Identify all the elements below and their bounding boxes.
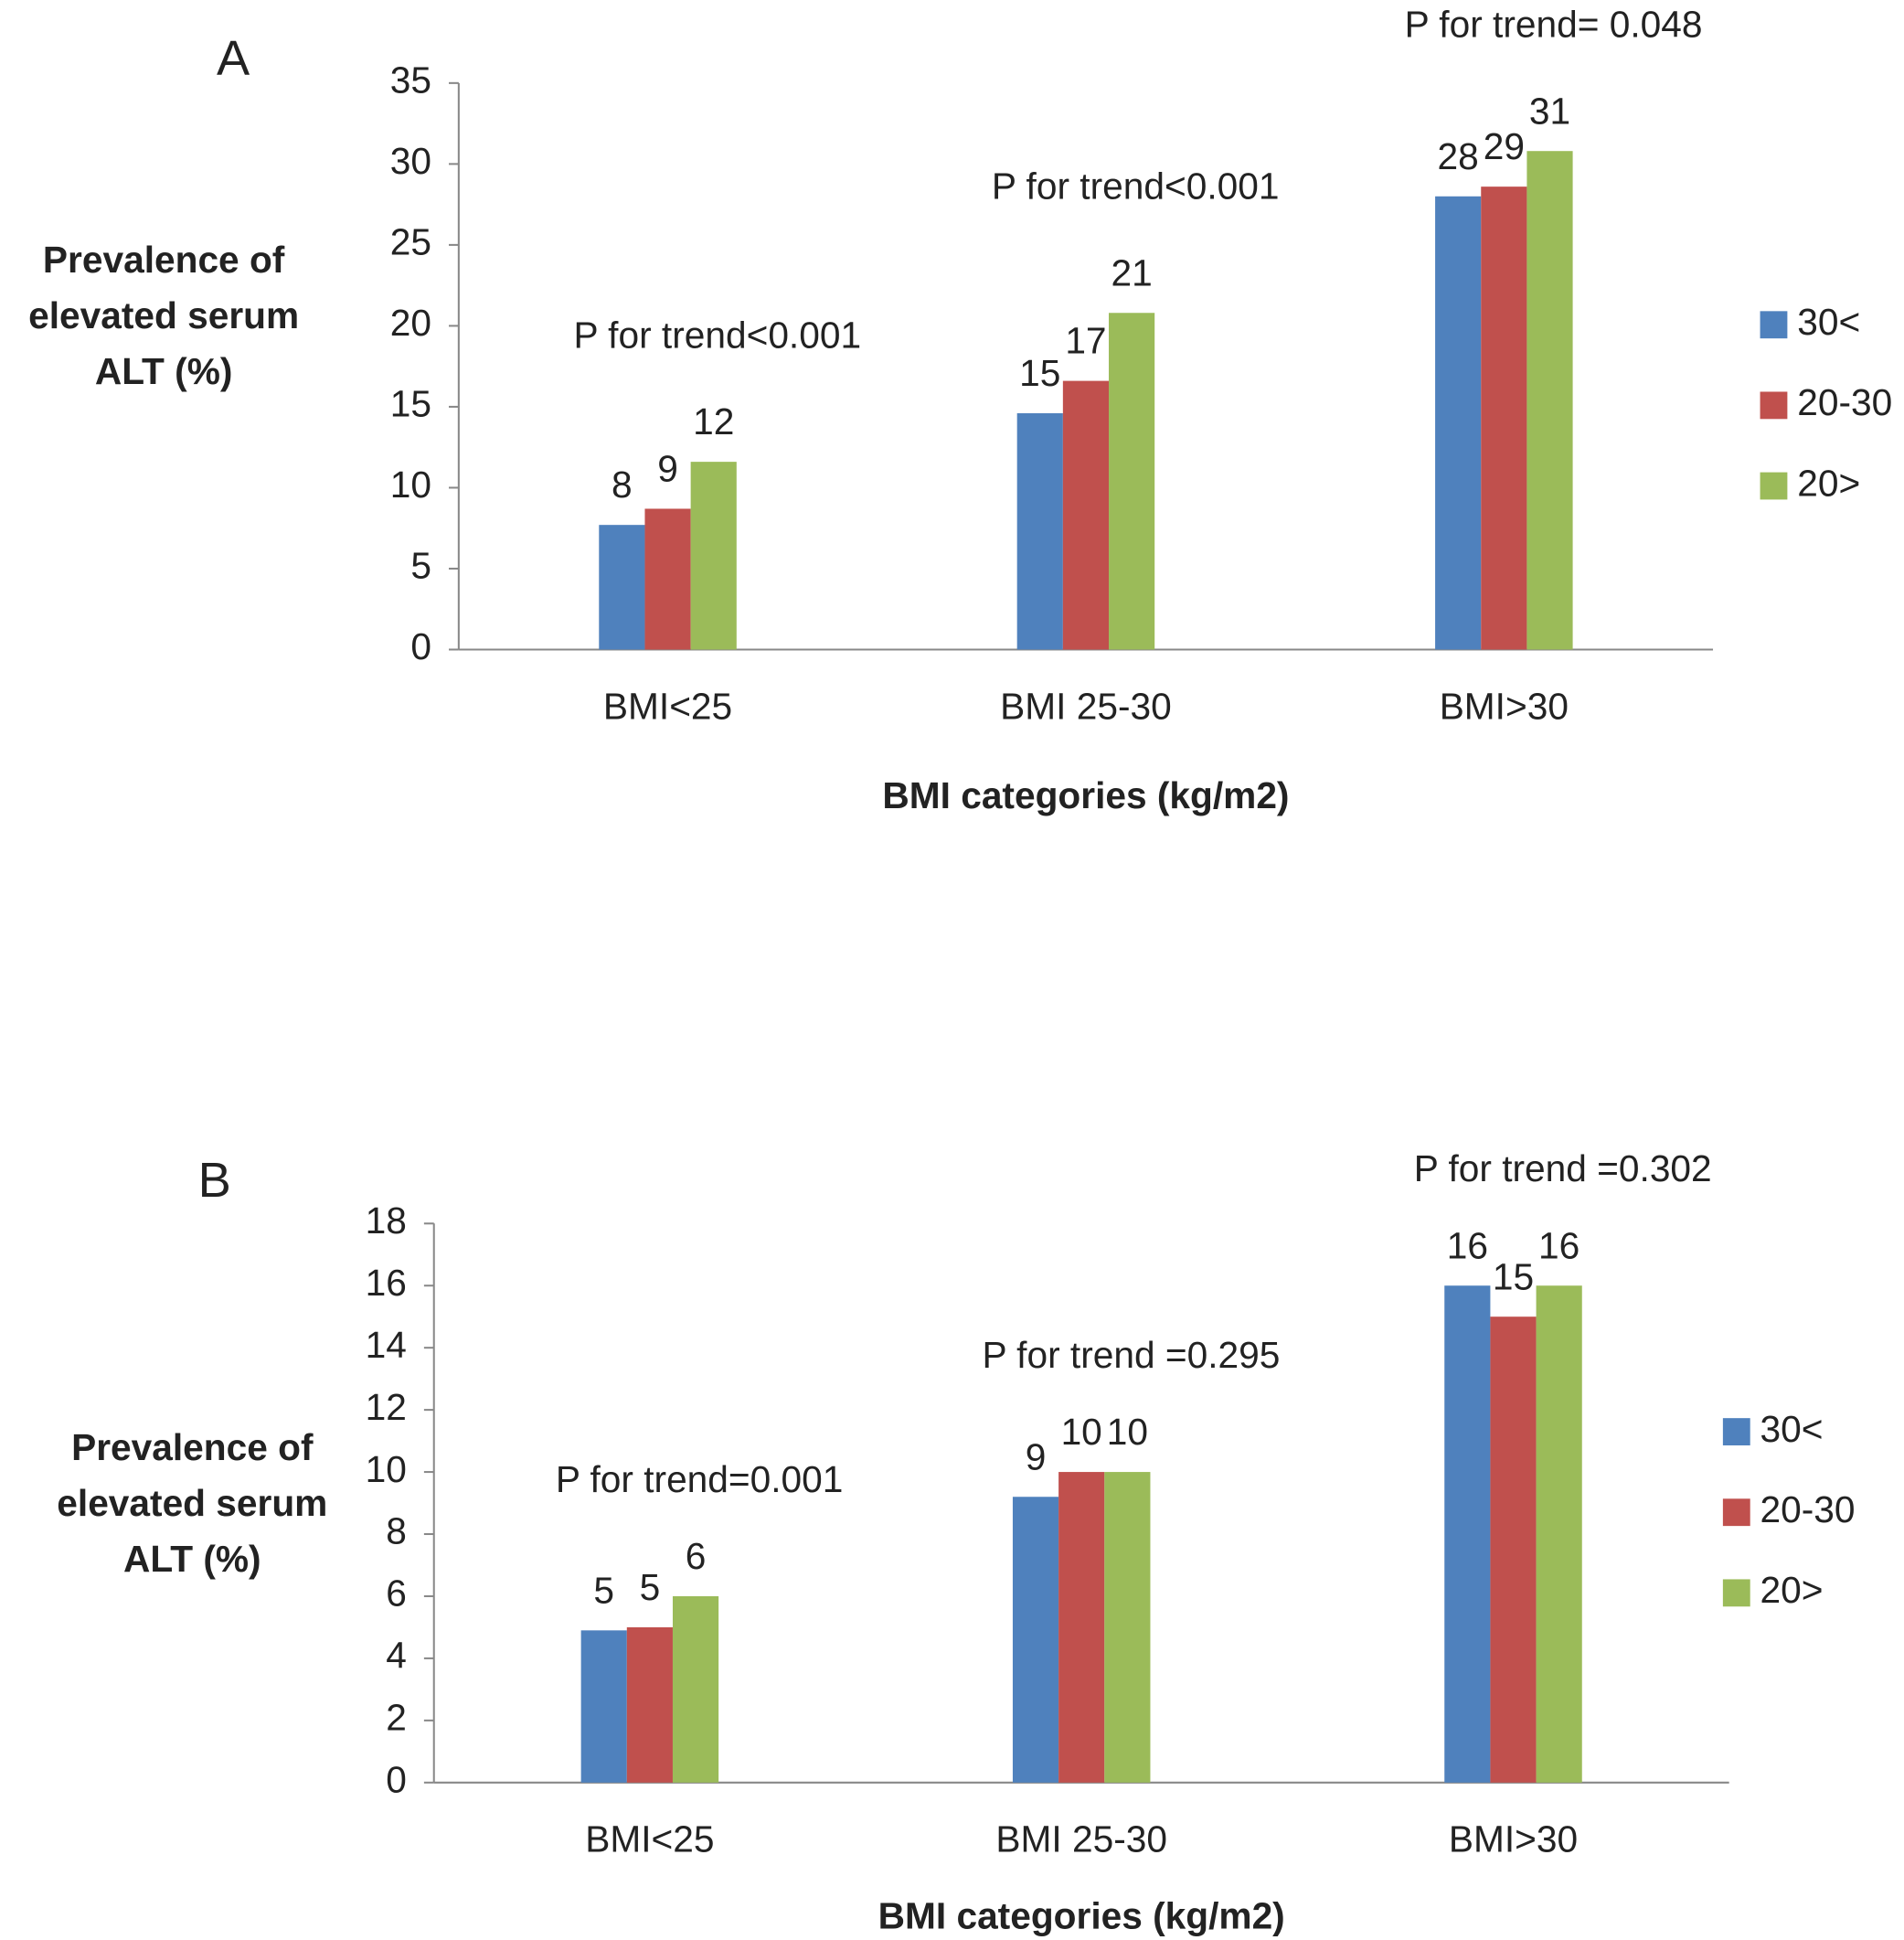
data-label: 17 <box>1065 320 1106 362</box>
x-tick-label: BMI 25-30 <box>1000 685 1172 727</box>
annotation: P for trend= 0.048 <box>1405 3 1703 45</box>
bar <box>1435 196 1482 650</box>
data-label: 9 <box>657 448 678 490</box>
bar <box>1526 151 1573 650</box>
y-tick-label: 0 <box>410 625 431 667</box>
data-label: 16 <box>1538 1224 1580 1266</box>
bar <box>1104 1472 1151 1783</box>
bar <box>580 1630 627 1783</box>
y-tick-label: 30 <box>390 140 431 182</box>
data-label: 8 <box>612 464 633 506</box>
y-tick-label: 16 <box>366 1262 407 1304</box>
y-tick-label: 10 <box>366 1448 407 1490</box>
x-tick-label: BMI<25 <box>585 1818 714 1860</box>
x-tick-label: BMI 25-30 <box>995 1818 1167 1860</box>
annotation: P for trend =0.295 <box>982 1334 1280 1376</box>
y-tick-label: 4 <box>386 1635 407 1677</box>
y-axis-label: Prevalence of <box>43 239 285 281</box>
bar <box>626 1626 673 1783</box>
bar <box>1016 413 1063 650</box>
y-tick-label: 20 <box>390 302 431 344</box>
panel-label: A <box>217 31 250 86</box>
data-label: 6 <box>686 1535 707 1577</box>
y-axis-label: elevated serum <box>28 294 299 336</box>
x-tick-label: BMI>30 <box>1440 685 1569 727</box>
y-tick-label: 6 <box>386 1572 407 1615</box>
y-axis-label: elevated serum <box>57 1482 327 1524</box>
data-label: 28 <box>1438 135 1479 177</box>
x-axis-label: BMI categories (kg/m2) <box>882 774 1289 816</box>
annotation: P for trend<0.001 <box>992 165 1280 207</box>
data-label: 10 <box>1107 1411 1148 1453</box>
legend-swatch <box>1722 1498 1750 1527</box>
bar <box>644 508 691 650</box>
data-label: 5 <box>640 1566 661 1608</box>
y-tick-label: 2 <box>386 1697 407 1739</box>
data-label: 21 <box>1111 251 1152 293</box>
data-label: 12 <box>693 400 734 442</box>
y-axis-label: ALT (%) <box>123 1538 261 1580</box>
data-label: 5 <box>593 1569 614 1611</box>
annotation: P for trend<0.001 <box>573 314 861 356</box>
legend-swatch <box>1760 311 1788 339</box>
bar <box>1058 1472 1105 1783</box>
y-tick-label: 5 <box>410 545 431 587</box>
legend-label: 30< <box>1760 1408 1824 1450</box>
y-tick-label: 14 <box>366 1324 407 1366</box>
data-label: 15 <box>1019 352 1060 394</box>
legend-swatch <box>1722 1579 1750 1607</box>
bar <box>1444 1285 1491 1783</box>
x-axis-label: BMI categories (kg/m2) <box>878 1895 1285 1937</box>
y-tick-label: 12 <box>366 1386 407 1428</box>
y-tick-label: 0 <box>386 1759 407 1801</box>
y-tick-label: 8 <box>386 1510 407 1552</box>
legend-swatch <box>1760 472 1788 500</box>
y-axis-label: ALT (%) <box>95 350 233 392</box>
annotation: P for trend=0.001 <box>556 1458 844 1500</box>
x-tick-label: BMI<25 <box>603 685 732 727</box>
legend-label: 20> <box>1797 462 1860 504</box>
bar <box>1481 187 1527 650</box>
y-axis-label: Prevalence of <box>71 1426 314 1468</box>
y-tick-label: 25 <box>390 221 431 263</box>
annotation: P for trend =0.302 <box>1414 1147 1712 1189</box>
data-label: 15 <box>1493 1255 1534 1297</box>
legend-label: 20-30 <box>1760 1488 1856 1530</box>
y-tick-label: 18 <box>366 1199 407 1242</box>
legend-label: 20> <box>1760 1569 1824 1611</box>
data-label: 16 <box>1447 1224 1488 1266</box>
legend-swatch <box>1722 1418 1750 1445</box>
bar <box>1490 1316 1537 1783</box>
legend-swatch <box>1760 391 1788 420</box>
data-label: 29 <box>1484 125 1525 167</box>
bar <box>690 462 737 650</box>
panel-label: B <box>198 1153 231 1208</box>
legend-label: 30< <box>1797 301 1860 343</box>
bar <box>672 1595 719 1783</box>
bar <box>1062 380 1110 650</box>
bar <box>599 525 645 650</box>
data-label: 9 <box>1026 1435 1047 1477</box>
bar <box>1536 1285 1582 1783</box>
y-tick-label: 35 <box>390 59 431 101</box>
legend-label: 20-30 <box>1797 381 1892 423</box>
bar <box>1012 1497 1059 1783</box>
y-tick-label: 10 <box>390 464 431 506</box>
data-label: 10 <box>1061 1411 1102 1453</box>
bar <box>1109 313 1155 650</box>
data-label: 31 <box>1529 90 1570 132</box>
y-tick-label: 15 <box>390 383 431 425</box>
x-tick-label: BMI>30 <box>1449 1818 1578 1860</box>
